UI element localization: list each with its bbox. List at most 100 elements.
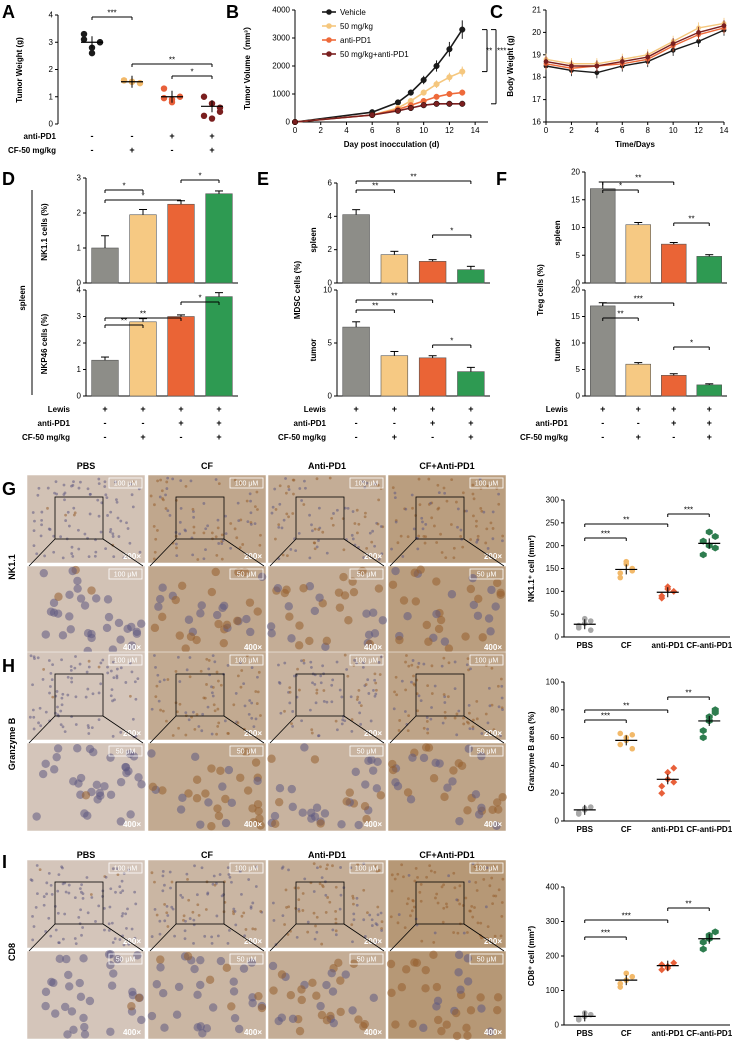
- stained-cell: [153, 880, 156, 884]
- stained-cell: [226, 866, 230, 869]
- magnification-label: 200×: [244, 729, 262, 738]
- stained-cell: [416, 709, 419, 713]
- stained-cell: [109, 510, 113, 514]
- stained-cell: [393, 690, 396, 694]
- stained-cell: [210, 691, 214, 695]
- stained-cell: [361, 665, 365, 669]
- bar: [696, 384, 722, 397]
- legend-marker: [326, 37, 332, 43]
- stained-cell: [127, 641, 137, 650]
- y-tick-label: 3: [77, 174, 82, 183]
- stained-cell: [108, 645, 118, 654]
- stained-cell: [450, 478, 454, 482]
- stained-cell: [114, 618, 124, 628]
- stained-cell: [494, 805, 503, 814]
- stained-cell: [316, 866, 319, 870]
- stained-cell: [192, 775, 202, 784]
- condition-sign: +: [468, 404, 473, 414]
- stained-cell: [345, 788, 354, 797]
- significance-label: **: [372, 182, 378, 191]
- zoom-line: [28, 715, 56, 744]
- magnification-label: 400×: [484, 820, 502, 829]
- column-header: CF: [201, 850, 213, 860]
- stained-cell: [471, 727, 475, 731]
- stained-cell: [466, 584, 476, 594]
- data-point: [369, 111, 376, 119]
- stained-cell: [60, 658, 63, 662]
- stained-cell: [301, 892, 305, 895]
- stained-cell: [116, 777, 126, 787]
- stained-cell: [397, 729, 401, 732]
- data-point: [394, 99, 401, 106]
- stained-cell: [288, 686, 292, 690]
- stained-cell: [175, 631, 184, 640]
- magnification-label: 200×: [364, 552, 382, 561]
- stained-cell: [303, 479, 306, 483]
- stained-cell: [259, 714, 262, 717]
- scale-bar-box: [349, 654, 384, 666]
- y-tick-label: 1: [49, 92, 54, 101]
- stained-cell: [426, 684, 430, 688]
- stained-cell: [240, 892, 243, 896]
- stained-cell: [376, 791, 386, 800]
- stained-cell: [338, 688, 342, 692]
- stained-cell: [433, 1015, 443, 1025]
- stained-cell: [349, 587, 359, 597]
- stained-cell: [484, 712, 488, 716]
- condition-sign: -: [171, 145, 174, 155]
- stained-cell: [119, 666, 123, 670]
- stained-cell: [366, 678, 370, 682]
- stained-cell: [454, 950, 464, 960]
- stained-cell: [211, 694, 215, 698]
- magnification-label: 400×: [244, 643, 262, 652]
- stained-cell: [32, 544, 36, 547]
- stained-cell: [200, 729, 204, 733]
- stained-cell: [216, 934, 220, 938]
- stained-cell: [416, 875, 419, 879]
- stained-cell: [67, 883, 71, 887]
- y-axis-title: NK1.1 cells (%): [40, 203, 49, 261]
- stained-cell: [436, 901, 440, 905]
- stained-cell: [370, 924, 374, 927]
- stained-cell: [473, 611, 483, 620]
- stained-cell: [459, 528, 463, 532]
- data-point: [120, 77, 128, 84]
- stained-cell: [346, 507, 350, 510]
- significance-label: **: [169, 56, 175, 65]
- stained-cell: [41, 1001, 50, 1011]
- stained-cell: [74, 942, 78, 946]
- data-point: [587, 627, 594, 633]
- stained-cell: [97, 904, 101, 908]
- scale-bar-label: 100 μM: [235, 658, 259, 665]
- x-tick-label: 14: [720, 126, 729, 135]
- stained-cell: [437, 491, 441, 495]
- stained-cell: [54, 711, 57, 715]
- series-line: [545, 22, 725, 65]
- stained-cell: [128, 987, 137, 997]
- magnification-label: 400×: [484, 1028, 502, 1037]
- stained-cell: [150, 935, 154, 938]
- stained-cell: [380, 552, 384, 556]
- stained-cell: [486, 1027, 495, 1036]
- stained-cell: [266, 622, 276, 631]
- stained-cell: [101, 895, 104, 898]
- stained-cell: [156, 594, 165, 604]
- stained-cell: [453, 886, 457, 890]
- zoom-box: [415, 881, 465, 925]
- stained-cell: [86, 487, 90, 491]
- y-tick-label: 100: [546, 678, 560, 687]
- stained-cell: [94, 920, 97, 923]
- stained-cell: [207, 659, 211, 662]
- stained-cell: [184, 615, 194, 624]
- stained-cell: [396, 872, 400, 876]
- stained-cell: [406, 729, 410, 733]
- stained-cell: [83, 532, 87, 536]
- stained-cell: [125, 521, 128, 525]
- stained-cell: [330, 516, 334, 520]
- stained-cell: [440, 637, 450, 646]
- stained-cell: [473, 865, 477, 869]
- data-point: [433, 81, 440, 88]
- zoom-box: [54, 881, 104, 925]
- stained-cell: [80, 1030, 90, 1039]
